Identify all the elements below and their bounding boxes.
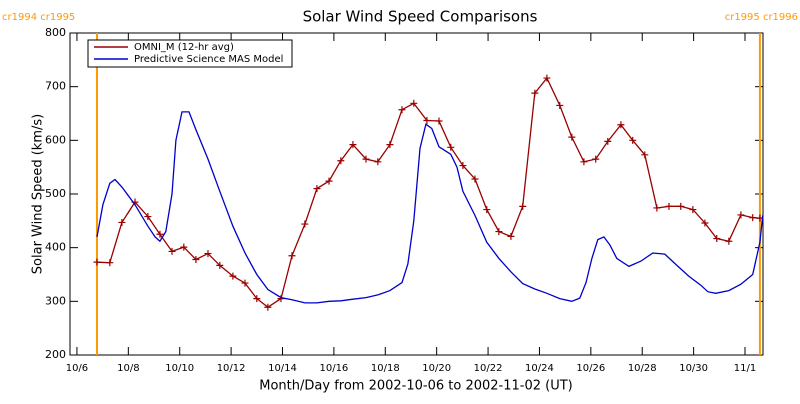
point-marker	[749, 214, 757, 222]
point-marker	[93, 258, 101, 266]
y-tick-label: 400	[45, 241, 66, 254]
point-marker	[507, 232, 515, 240]
point-marker	[144, 213, 152, 221]
point-marker	[483, 206, 491, 214]
carrington-label: cr1994 cr1995	[2, 12, 75, 23]
x-axis-label: Month/Day from 2002-10-06 to 2002-11-02 …	[259, 379, 572, 394]
x-tick-label: 10/6	[66, 363, 88, 374]
x-tick-label: 10/26	[576, 363, 605, 374]
point-marker	[701, 219, 709, 227]
x-tick-label: 10/8	[117, 363, 139, 374]
point-marker	[689, 206, 697, 214]
point-marker	[106, 259, 114, 267]
x-tick-label: 10/18	[371, 363, 400, 374]
x-tick-label: 10/20	[422, 363, 451, 374]
point-marker	[156, 230, 164, 238]
point-marker	[531, 89, 539, 97]
point-marker	[410, 99, 418, 107]
point-marker	[398, 106, 406, 114]
point-marker	[349, 141, 357, 149]
point-marker	[192, 255, 200, 263]
point-marker	[592, 155, 600, 163]
chart-title: Solar Wind Speed Comparisons	[303, 8, 538, 26]
point-marker	[386, 141, 394, 149]
y-tick-label: 600	[45, 133, 66, 146]
point-marker	[447, 143, 455, 151]
point-marker	[665, 202, 673, 210]
point-marker	[288, 252, 296, 260]
point-marker	[556, 101, 564, 109]
point-marker	[180, 243, 188, 251]
x-tick-label: 10/10	[165, 363, 194, 374]
point-marker	[337, 157, 345, 165]
point-marker	[495, 228, 503, 236]
point-marker	[604, 137, 612, 145]
x-tick-label: 10/22	[474, 363, 503, 374]
point-marker	[374, 158, 382, 166]
point-marker	[471, 175, 479, 183]
x-tick-label: 10/30	[679, 363, 708, 374]
point-marker	[677, 202, 685, 210]
point-marker	[253, 295, 261, 303]
point-marker	[435, 117, 443, 125]
point-marker	[362, 155, 370, 163]
point-marker	[519, 202, 527, 210]
legend-box	[87, 39, 293, 68]
x-tick-label: 10/24	[525, 363, 554, 374]
point-marker	[313, 185, 321, 193]
carrington-label: cr1995 cr1996	[725, 12, 798, 23]
point-marker	[543, 74, 551, 82]
point-marker	[204, 250, 212, 258]
x-tick-label: 10/14	[268, 363, 297, 374]
x-tick-label: 10/12	[217, 363, 246, 374]
point-marker	[423, 116, 431, 124]
y-tick-label: 500	[45, 187, 66, 200]
y-tick-label: 700	[45, 80, 66, 93]
point-marker	[325, 177, 333, 185]
point-marker	[241, 279, 249, 287]
point-marker	[118, 218, 126, 226]
point-marker	[617, 121, 625, 129]
point-marker	[580, 158, 588, 166]
y-tick-label: 800	[45, 26, 66, 39]
point-marker	[713, 235, 721, 243]
legend-label: OMNI_M (12-hr avg)	[134, 42, 234, 53]
series-line	[96, 111, 764, 304]
point-marker	[725, 237, 733, 245]
y-tick-label: 200	[45, 348, 66, 361]
point-marker	[459, 162, 467, 170]
y-axis-label: Solar Wind Speed (km/s)	[31, 114, 46, 274]
legend-label: Predictive Science MAS Model	[134, 54, 283, 65]
point-marker	[568, 133, 576, 141]
y-tick-label: 300	[45, 294, 66, 307]
point-marker	[168, 247, 176, 255]
point-marker	[301, 220, 309, 228]
series-line	[96, 76, 760, 308]
x-tick-label: 11/1	[734, 363, 756, 374]
x-tick-label: 10/16	[319, 363, 348, 374]
point-marker	[737, 211, 745, 219]
point-marker	[264, 303, 272, 311]
x-tick-label: 10/28	[628, 363, 657, 374]
point-marker	[629, 136, 637, 144]
point-marker	[229, 272, 237, 280]
point-marker	[653, 204, 661, 212]
point-marker	[641, 151, 649, 159]
point-marker	[216, 261, 224, 269]
